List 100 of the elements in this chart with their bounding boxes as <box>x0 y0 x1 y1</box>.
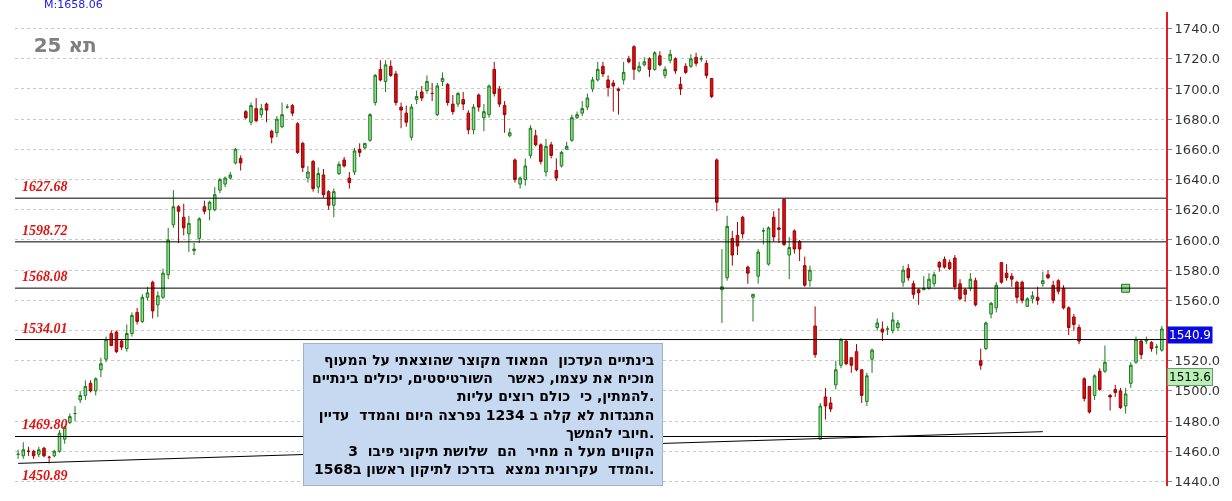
candlestick <box>373 73 377 107</box>
candlestick <box>1030 290 1035 304</box>
candlestick <box>176 204 181 244</box>
candlestick <box>823 387 828 421</box>
candlestick <box>290 103 295 117</box>
y-tick-label: 1580.0 <box>1174 262 1221 278</box>
candlestick <box>254 97 258 123</box>
candlestick <box>942 256 947 270</box>
ref-line-label: 1469.80 <box>22 417 68 432</box>
ref-line-label: 1627.68 <box>22 179 68 194</box>
candlestick <box>445 82 450 107</box>
candlestick <box>808 265 812 288</box>
candlestick <box>1134 336 1138 365</box>
candlestick <box>595 61 600 82</box>
y-tick-label: 1440.0 <box>1174 474 1221 490</box>
candlestick <box>968 272 973 292</box>
candlestick <box>502 100 507 134</box>
candlestick <box>937 260 942 273</box>
y-tick-label: 1620.0 <box>1174 202 1221 218</box>
candlestick <box>326 189 331 211</box>
candlestick <box>363 142 367 150</box>
candlestick <box>813 305 817 359</box>
candlestick <box>337 160 341 176</box>
candlestick <box>192 242 196 256</box>
candlestick <box>31 449 36 460</box>
candlestick <box>264 102 269 123</box>
candlestick <box>756 248 760 285</box>
candlestick <box>787 236 791 280</box>
candlestick <box>368 112 372 143</box>
candlestick <box>590 76 595 93</box>
candlestick <box>244 109 248 120</box>
ref-line-label: 1534.01 <box>22 321 68 336</box>
candlestick <box>21 441 26 460</box>
text: M:1658.06 <box>44 0 103 11</box>
candlestick <box>1103 345 1107 374</box>
candlestick <box>834 360 838 390</box>
candlestick <box>880 320 885 342</box>
candlestick <box>342 156 346 168</box>
candlestick <box>150 280 155 319</box>
y-tick-label: 1720.0 <box>1174 51 1221 67</box>
y-tick-label: 1600.0 <box>1174 232 1221 248</box>
candlestick <box>906 263 911 282</box>
candlestick <box>269 129 274 144</box>
y-tick-label: 1640.0 <box>1174 172 1221 188</box>
candlestick <box>93 376 98 396</box>
y-tick-label: 1660.0 <box>1174 141 1221 157</box>
candlestick <box>694 52 698 67</box>
candlestick <box>347 171 352 190</box>
candlestick <box>259 103 264 119</box>
candlestick <box>383 59 388 93</box>
candlestick <box>580 100 584 117</box>
candlestick <box>637 61 641 73</box>
candlestick <box>461 91 465 111</box>
candlestick <box>321 168 326 199</box>
candlestick <box>689 53 693 69</box>
candlestick <box>1077 323 1081 345</box>
candlestick <box>725 215 729 282</box>
candlestick <box>513 157 517 184</box>
y-tick-label: 1700.0 <box>1174 81 1221 97</box>
candlestick <box>761 227 766 245</box>
candlestick <box>616 86 621 116</box>
y-tick-label: 1480.0 <box>1174 413 1221 429</box>
candlestick <box>52 449 57 458</box>
y-tick-label: 1460.0 <box>1174 443 1221 459</box>
candlestick <box>187 215 191 253</box>
candlestick <box>751 293 755 322</box>
candlestick <box>68 413 72 425</box>
candlestick <box>601 61 605 78</box>
candlestick <box>709 77 714 99</box>
candlestick <box>425 74 429 95</box>
candlestick <box>456 91 460 108</box>
candlestick <box>497 85 502 108</box>
candlestick <box>37 446 41 458</box>
candlestick <box>668 49 672 64</box>
candlestick <box>901 265 905 288</box>
candlestick <box>792 228 797 255</box>
candlestick <box>865 372 869 407</box>
candlestick <box>544 138 548 178</box>
ref-line-label: 1568.08 <box>22 269 68 284</box>
y-tick-label: 1500.0 <box>1174 383 1221 399</box>
candlestick <box>564 141 569 150</box>
candlestick <box>916 287 921 306</box>
candlestick <box>663 65 667 79</box>
candlestick <box>42 446 46 458</box>
candlestick <box>720 248 724 324</box>
candlestick <box>828 396 833 413</box>
text: 1513.6 <box>1169 370 1211 384</box>
candlestick <box>854 343 859 372</box>
candlestick <box>352 147 357 176</box>
candlestick <box>399 102 403 129</box>
candlestick <box>554 157 559 182</box>
annotation: 1450.89 <box>22 468 68 483</box>
candlestick <box>1025 296 1030 307</box>
candlestick <box>306 165 310 184</box>
y-tick-label: 1520.0 <box>1174 353 1221 369</box>
candlestick <box>440 71 445 87</box>
candlestick <box>197 216 202 244</box>
candlestick <box>140 293 145 324</box>
candlestick <box>420 85 424 102</box>
candlestick <box>73 405 77 422</box>
